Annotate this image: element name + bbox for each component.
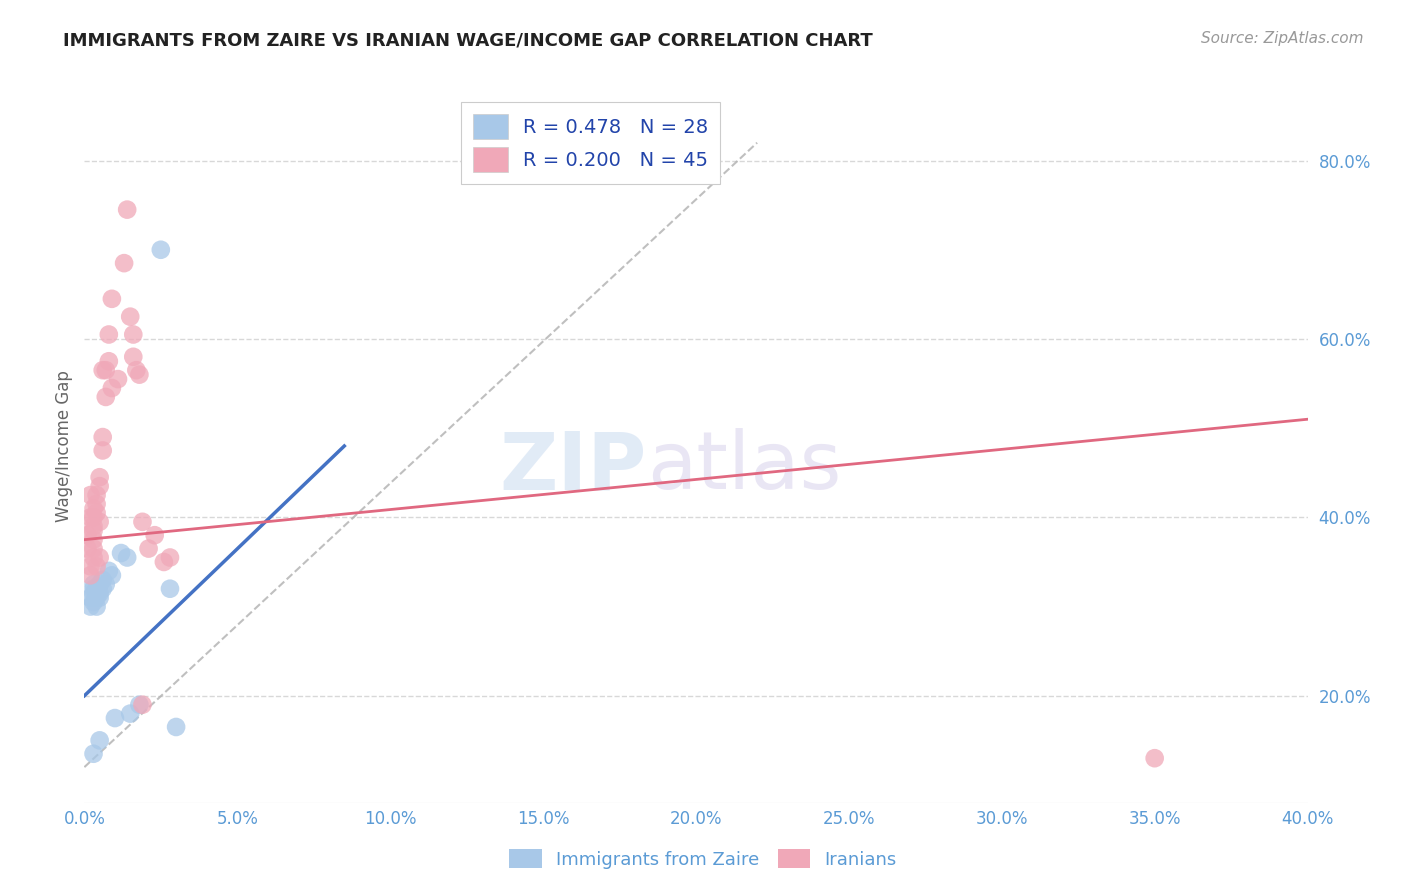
Point [86,488,108,502]
Text: atlas: atlas [647,428,841,507]
Point [89,586,111,600]
Point [94,363,117,377]
Point [79,599,101,614]
Point [89,577,111,591]
Point [131,698,153,712]
Point [86,506,108,520]
Point [131,515,153,529]
Y-axis label: Wage/Income Gap: Wage/Income Gap [55,370,73,522]
Point [79,559,101,574]
Point [97,564,120,578]
Point [89,470,111,484]
Point [79,510,101,524]
Point [94,577,117,591]
Point [89,591,111,605]
Point [97,354,120,368]
Point [91,582,114,596]
Point [89,550,111,565]
Text: ZIP: ZIP [499,428,647,507]
Point [83,582,105,596]
Point [101,381,124,395]
Point [107,372,129,386]
Point [115,550,138,565]
Point [91,573,114,587]
Point [83,550,105,565]
Point [83,747,105,761]
Point [104,711,127,725]
Point [149,243,172,257]
Point [86,559,108,574]
Point [83,501,105,516]
Point [89,733,111,747]
Point [159,582,181,596]
Point [115,202,138,217]
Point [122,327,145,342]
Point [91,443,114,458]
Point [91,363,114,377]
Point [86,497,108,511]
Point [94,390,117,404]
Point [143,528,166,542]
Point [101,292,124,306]
Point [79,488,101,502]
Point [112,256,135,270]
Point [79,591,101,605]
Point [76,528,98,542]
Point [83,524,105,538]
Point [86,582,108,596]
Point [89,515,111,529]
Point [120,706,142,721]
Point [83,510,105,524]
Legend: Immigrants from Zaire, Iranians: Immigrants from Zaire, Iranians [502,842,904,876]
Point [1143,751,1166,765]
Point [83,541,105,556]
Point [83,586,105,600]
Point [86,586,108,600]
Point [101,568,124,582]
Point [83,519,105,533]
Point [128,698,150,712]
Point [128,368,150,382]
Legend: R = 0.478   N = 28, R = 0.200   N = 45: R = 0.478 N = 28, R = 0.200 N = 45 [461,103,720,184]
Point [110,546,132,560]
Point [120,310,142,324]
Point [153,555,176,569]
Point [91,430,114,444]
Point [122,350,145,364]
Point [138,541,160,556]
Point [86,599,108,614]
Point [97,327,120,342]
Point [79,568,101,582]
Point [159,550,181,565]
Text: Source: ZipAtlas.com: Source: ZipAtlas.com [1201,31,1364,46]
Point [125,363,148,377]
Point [165,720,187,734]
Point [86,591,108,605]
Point [83,577,105,591]
Text: IMMIGRANTS FROM ZAIRE VS IRANIAN WAGE/INCOME GAP CORRELATION CHART: IMMIGRANTS FROM ZAIRE VS IRANIAN WAGE/IN… [63,31,873,49]
Point [76,541,98,556]
Point [83,595,105,609]
Point [89,479,111,493]
Point [83,533,105,547]
